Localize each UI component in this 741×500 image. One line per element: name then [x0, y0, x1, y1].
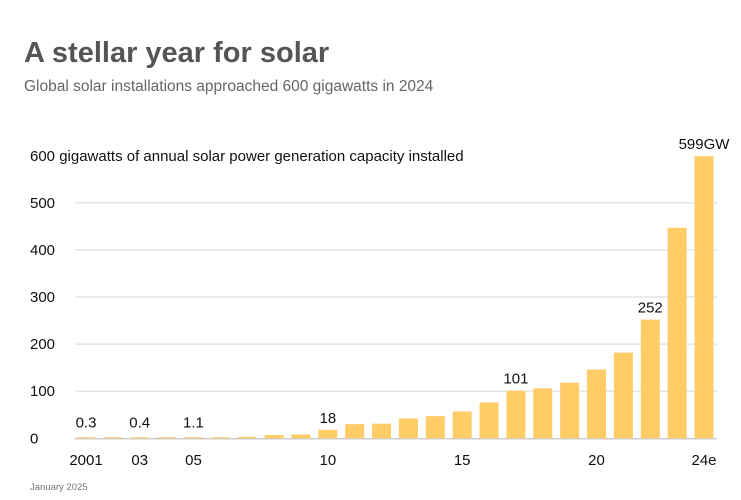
- bar-2005: [183, 437, 203, 439]
- y-tick-label: 400: [30, 242, 55, 259]
- bar-2016: [479, 402, 499, 439]
- gridlines: 0 100 200 300 400 500: [30, 195, 717, 447]
- bar-2004: [157, 437, 177, 439]
- bar-2024e: [694, 156, 714, 439]
- data-label: 0.3: [76, 414, 97, 431]
- bar-2009: [291, 434, 311, 439]
- x-axis: 2001 03 05 10 15 20 24e: [69, 452, 716, 469]
- data-labels: 0.3 0.4 1.1 18 101 252 599GW: [76, 136, 731, 431]
- bar-2020: [587, 369, 607, 439]
- y-tick-label: 200: [30, 336, 55, 353]
- x-tick-label: 05: [185, 452, 202, 469]
- data-label: 252: [638, 300, 663, 317]
- bar-2013: [398, 418, 418, 439]
- data-label: 18: [319, 410, 336, 427]
- bar-2012: [372, 423, 392, 439]
- bar-2007: [237, 436, 257, 439]
- x-tick-label: 2001: [69, 452, 102, 469]
- bar-2021: [613, 352, 633, 439]
- bar-2002: [103, 437, 123, 439]
- bar-2010: [318, 429, 338, 439]
- data-label: 1.1: [183, 414, 204, 431]
- page-subtitle: Global solar installations approached 60…: [24, 78, 434, 95]
- x-tick-label: 10: [319, 452, 336, 469]
- bar-2008: [264, 435, 284, 439]
- y-tick-label: 300: [30, 289, 55, 306]
- x-tick-label: 15: [454, 452, 471, 469]
- bar-2011: [345, 424, 365, 439]
- bar-2022: [640, 319, 660, 439]
- data-label: 599GW: [679, 136, 731, 153]
- bar-2019: [560, 382, 580, 439]
- x-tick-label: 03: [131, 452, 148, 469]
- data-label: 0.4: [129, 414, 150, 431]
- x-tick-label: 20: [588, 452, 605, 469]
- bar-2006: [210, 437, 230, 439]
- x-tick-label: 24e: [691, 452, 716, 469]
- bar-2017: [506, 390, 526, 439]
- y-tick-label: 100: [30, 383, 55, 400]
- footer-date: January 2025: [30, 482, 88, 493]
- bar-2014: [425, 416, 445, 439]
- bar-2018: [533, 388, 553, 439]
- y-tick-label: 500: [30, 195, 55, 212]
- y-tick-label: 0: [30, 430, 38, 447]
- chart-title: 600 gigawatts of annual solar power gene…: [30, 148, 464, 165]
- bar-2001: [76, 437, 96, 439]
- bars: [76, 156, 714, 439]
- data-label: 101: [503, 371, 528, 388]
- bar-2015: [452, 411, 472, 439]
- bar-2023: [667, 227, 687, 439]
- bar-2003: [130, 437, 150, 439]
- page-title: A stellar year for solar: [24, 37, 329, 69]
